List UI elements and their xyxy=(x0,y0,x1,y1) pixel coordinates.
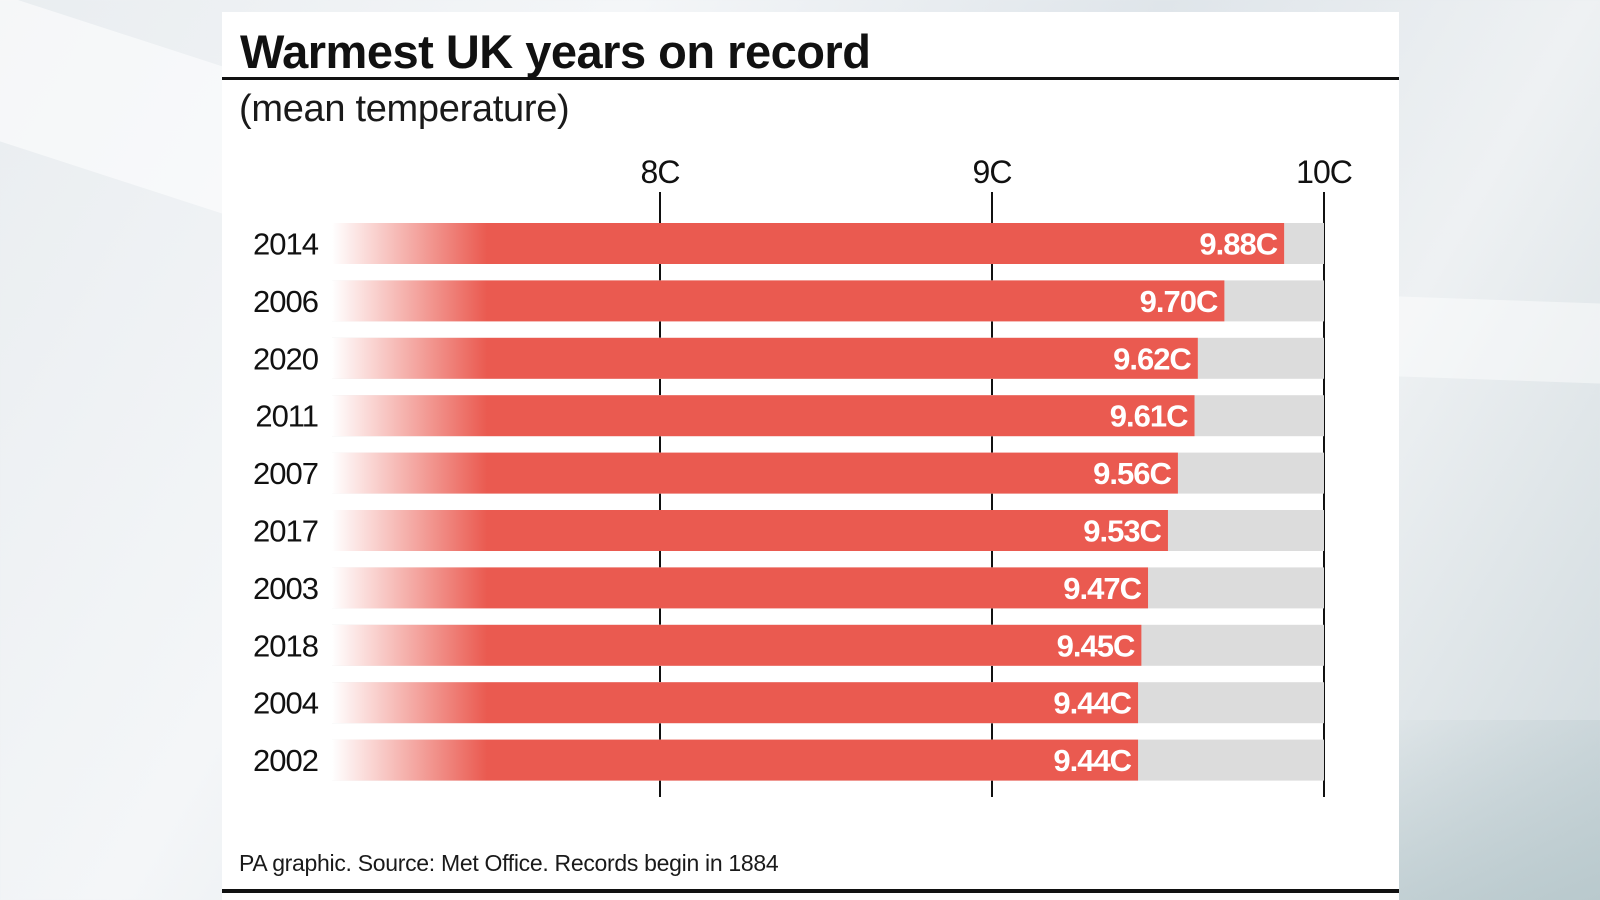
y-category-label: 2006 xyxy=(253,284,318,319)
bar xyxy=(332,624,1142,666)
y-category-label: 2002 xyxy=(253,743,318,778)
y-category-label: 2011 xyxy=(255,399,318,434)
x-tick-label: 9C xyxy=(973,154,1012,190)
footer-divider xyxy=(222,889,1399,893)
bar xyxy=(332,567,1149,609)
bar xyxy=(332,223,1285,264)
bar-value-label: 9.44C xyxy=(1053,743,1131,778)
y-category-label: 2007 xyxy=(253,456,318,491)
bar xyxy=(332,510,1168,551)
bar-value-label: 9.45C xyxy=(1057,628,1135,663)
bar xyxy=(332,280,1225,322)
bar-value-label: 9.61C xyxy=(1110,399,1188,434)
y-category-label: 2018 xyxy=(253,628,318,663)
y-category-label: 2003 xyxy=(253,571,318,606)
bar xyxy=(332,452,1178,494)
bar-chart: 8C 9C 10C 2014 9.88C 2006 9.70C 2020 9.62C 2011 9… xyxy=(253,154,1353,797)
bar-value-label: 9.88C xyxy=(1199,227,1277,262)
bar-value-label: 9.62C xyxy=(1113,341,1191,376)
title-divider xyxy=(222,77,1399,80)
y-category-label: 2020 xyxy=(253,341,319,376)
bar-value-label: 9.53C xyxy=(1083,514,1161,549)
y-category-label: 2017 xyxy=(253,514,318,549)
bar xyxy=(332,395,1195,437)
bar-value-label: 9.56C xyxy=(1093,456,1171,491)
bar xyxy=(332,682,1139,724)
bar-layer: 2014 9.88C 2006 9.70C 2020 9.62C 2011 9.61C 2007… xyxy=(253,223,1324,781)
chart-title: Warmest UK years on record xyxy=(240,25,871,78)
y-category-label: 2004 xyxy=(253,686,319,721)
source-note: PA graphic. Source: Met Office. Records … xyxy=(239,850,779,876)
bar xyxy=(332,739,1139,781)
bar-value-label: 9.44C xyxy=(1053,686,1131,721)
bar-value-label: 9.70C xyxy=(1140,284,1218,319)
y-category-label: 2014 xyxy=(253,227,319,262)
bar xyxy=(332,337,1198,379)
x-tick-label: 10C xyxy=(1296,154,1352,190)
chart-subtitle: (mean temperature) xyxy=(239,88,570,130)
bar-value-label: 9.47C xyxy=(1063,571,1141,606)
x-tick-label: 8C xyxy=(641,154,680,190)
chart-card: Warmest UK years on record (mean tempera… xyxy=(222,12,1399,900)
